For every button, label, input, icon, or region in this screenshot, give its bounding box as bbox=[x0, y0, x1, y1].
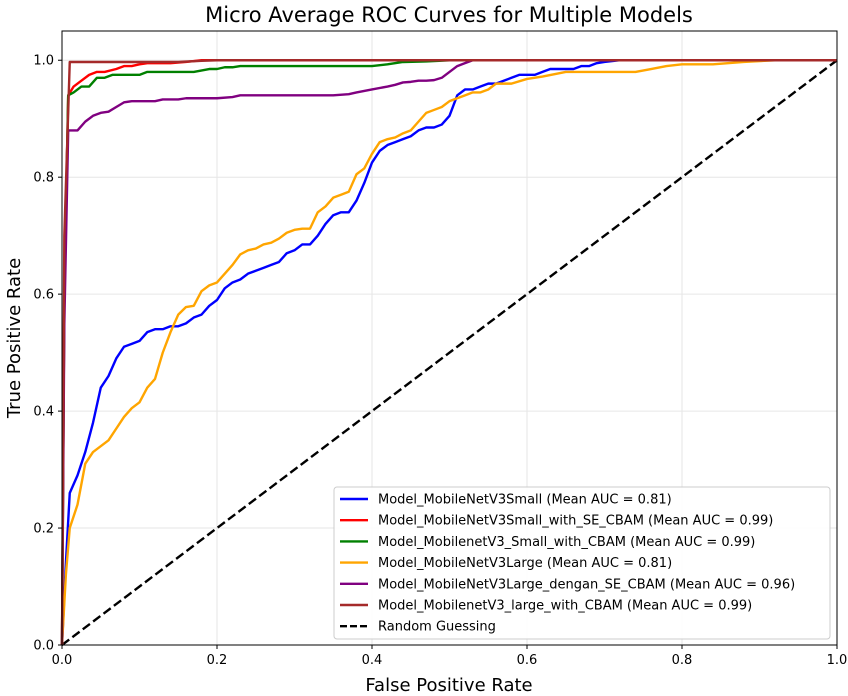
x-tick-label: 0.6 bbox=[517, 653, 538, 668]
y-tick-label: 0.8 bbox=[33, 171, 54, 186]
grid bbox=[61, 31, 838, 646]
x-tick-label: 0.0 bbox=[52, 653, 73, 668]
y-tick-label: 0.0 bbox=[33, 639, 54, 654]
y-tick-label: 1.0 bbox=[33, 54, 54, 69]
series-line-0 bbox=[60, 59, 837, 646]
legend-label-5: Model_MobilenetV3_large_with_CBAM (Mean … bbox=[378, 599, 752, 614]
x-tick-label: 0.4 bbox=[362, 653, 383, 668]
chart-title: Micro Average ROC Curves for Multiple Mo… bbox=[205, 3, 693, 27]
series-lines bbox=[60, 59, 838, 646]
legend-label-2: Model_MobilenetV3_Small_with_CBAM (Mean … bbox=[378, 535, 755, 550]
plot-frame bbox=[61, 30, 838, 646]
legend: Model_MobileNetV3Small (Mean AUC = 0.81)… bbox=[333, 486, 831, 640]
series-line-3 bbox=[60, 59, 837, 646]
x-tick-label: 0.2 bbox=[207, 653, 228, 668]
legend-label-6: Random Guessing bbox=[378, 620, 496, 635]
y-axis-title: True Positive Rate bbox=[4, 258, 25, 419]
legend-label-1: Model_MobileNetV3Small_with_SE_CBAM (Mea… bbox=[378, 514, 773, 529]
legend-box bbox=[333, 486, 831, 640]
legend-label-3: Model_MobileNetV3Large (Mean AUC = 0.81) bbox=[378, 556, 672, 571]
legend-label-4: Model_MobileNetV3Large_dengan_SE_CBAM (M… bbox=[378, 577, 795, 592]
x-axis-title: False Positive Rate bbox=[365, 675, 532, 696]
series-line-6 bbox=[61, 59, 838, 646]
series-line-2 bbox=[60, 59, 837, 646]
x-tick-label: 0.8 bbox=[672, 653, 693, 668]
y-tick-label: 0.6 bbox=[33, 288, 54, 303]
x-tick-label: 1.0 bbox=[827, 653, 848, 668]
y-tick-label: 0.4 bbox=[33, 405, 54, 420]
legend-label-0: Model_MobileNetV3Small (Mean AUC = 0.81) bbox=[378, 493, 672, 508]
y-tick-label: 0.2 bbox=[33, 522, 54, 537]
series-line-4 bbox=[60, 59, 837, 646]
axis-ticks: 0.0 0.2 0.4 0.6 0.8 1.0 0.0 0.2 0.4 0.6 0.8 1.0 bbox=[33, 54, 847, 668]
series-line-5 bbox=[60, 59, 837, 646]
